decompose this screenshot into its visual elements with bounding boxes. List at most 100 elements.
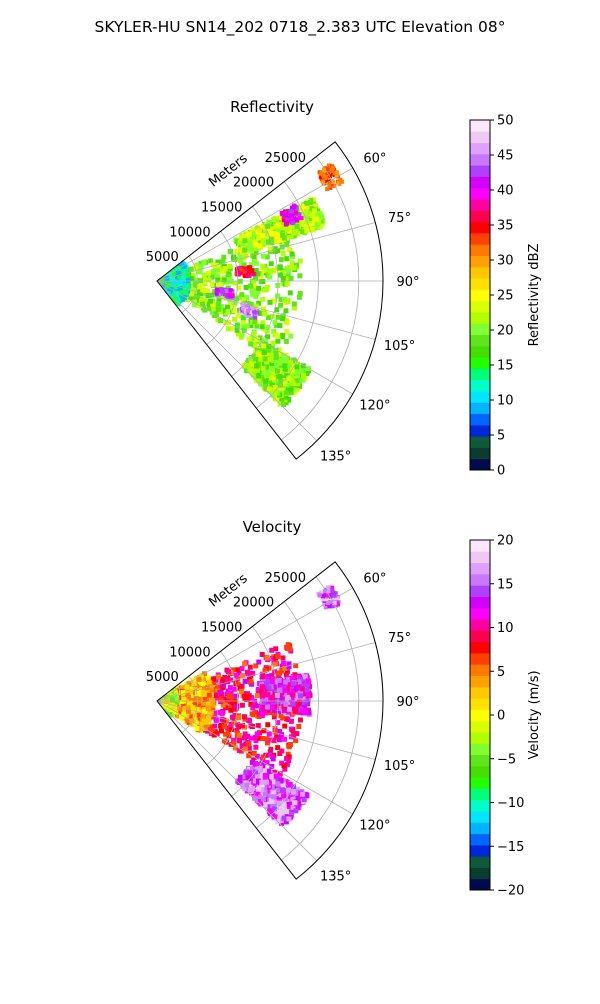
core-gate — [285, 213, 289, 217]
core-gate — [246, 309, 250, 313]
echo-gate — [246, 741, 251, 746]
echo-gate — [264, 780, 269, 785]
figure-title: SKYLER-HU SN14_202 0718_2.383 UTC Elevat… — [95, 18, 506, 37]
echo-gate — [270, 697, 275, 702]
echo-gate — [185, 684, 190, 689]
echo-gate — [280, 232, 285, 237]
core-gate — [247, 265, 251, 269]
echo-gate — [303, 224, 308, 229]
core-gate — [294, 211, 298, 215]
echo-gate — [283, 702, 288, 707]
echo-gate — [296, 724, 301, 729]
core-gate — [240, 268, 244, 272]
core-gate — [253, 311, 257, 315]
echo-gate — [243, 770, 248, 775]
echo-gate — [262, 350, 267, 355]
angle-tick-label: 60° — [363, 152, 386, 167]
echo-gate — [290, 251, 295, 256]
echo-gate — [236, 724, 241, 729]
echo-gate — [286, 269, 291, 274]
colorbar-tick-label: 0 — [497, 464, 505, 479]
echo-gate — [206, 715, 211, 720]
echo-gate — [250, 760, 255, 765]
echo-gate — [283, 308, 288, 313]
echo-gate — [237, 733, 242, 738]
echo-gate — [293, 230, 298, 235]
echo-gate — [275, 333, 280, 338]
echo-gate — [304, 229, 309, 234]
echo-gate — [281, 276, 286, 281]
echo-gate — [256, 787, 261, 792]
echo-gate — [240, 684, 245, 689]
echo-gate — [275, 699, 280, 704]
angle-tick-label: 135° — [320, 450, 351, 465]
colorbar-segment — [470, 391, 490, 403]
echo-gate — [244, 782, 249, 787]
colorbar-segment — [470, 323, 490, 335]
echo-gate — [257, 228, 262, 233]
echo-gate — [222, 724, 227, 729]
echo-gate — [271, 217, 276, 222]
echo-gate — [278, 303, 283, 308]
echo-gate — [278, 374, 283, 379]
echo-gate — [282, 737, 287, 742]
echo-gate — [285, 226, 290, 231]
echo-gate — [297, 273, 302, 278]
core-gate — [290, 217, 294, 221]
echo-gate — [288, 334, 293, 339]
echo-gate — [267, 300, 272, 305]
echo-gate — [248, 341, 253, 346]
echo-gate — [259, 780, 264, 785]
colorbar-segment — [470, 459, 490, 471]
colorbar-segment — [470, 199, 490, 211]
echo-gate — [281, 793, 286, 798]
radial-tick-label: 25000 — [265, 151, 306, 166]
colorbar-segment — [470, 436, 490, 448]
echo-gate — [242, 714, 247, 719]
core-gate — [243, 274, 247, 278]
colorbar-segment — [470, 131, 490, 143]
reflectivity-panel: Reflectivity500010000150002000025000Mete… — [146, 98, 420, 465]
echo-gate — [297, 295, 302, 300]
echo-gate — [263, 379, 268, 384]
echo-gate — [260, 694, 265, 699]
echo-gate — [267, 732, 272, 737]
echo-gate — [277, 323, 282, 328]
colorbar-segment — [470, 176, 490, 188]
core-gate — [322, 174, 326, 178]
echo-gate — [260, 324, 265, 329]
echo-gate — [275, 781, 280, 786]
echo-gate — [275, 745, 280, 750]
colorbar-tick-label: 30 — [497, 254, 514, 269]
echo-gate — [251, 231, 256, 236]
colorbar-segment — [470, 143, 490, 155]
echo-gate — [226, 689, 231, 694]
echo-gate — [262, 288, 267, 293]
angle-tick-label: 120° — [359, 398, 390, 413]
echo-gate — [282, 708, 287, 713]
echo-gate — [270, 679, 275, 684]
echo-gate — [247, 232, 252, 237]
echo-gate — [306, 678, 311, 683]
echo-gate — [257, 766, 262, 771]
echo-gate — [267, 386, 272, 391]
echo-gate — [200, 714, 205, 719]
echo-gate — [179, 279, 184, 284]
echo-gate — [281, 763, 286, 768]
echo-gate — [256, 286, 261, 291]
echo-gate — [242, 247, 247, 252]
echo-gate — [226, 326, 231, 331]
echo-gate — [239, 292, 244, 297]
echo-gate — [261, 238, 266, 243]
echo-gate — [267, 357, 272, 362]
echo-gate — [305, 692, 310, 697]
echo-gate — [298, 694, 303, 699]
core-gate — [335, 170, 339, 174]
echo-gate — [197, 284, 202, 289]
echo-gate — [266, 685, 271, 690]
echo-gate — [280, 655, 285, 660]
colorbar-segment — [470, 120, 490, 132]
echo-gate — [243, 238, 248, 243]
echo-gate — [260, 264, 265, 269]
echo-gate — [274, 351, 279, 356]
